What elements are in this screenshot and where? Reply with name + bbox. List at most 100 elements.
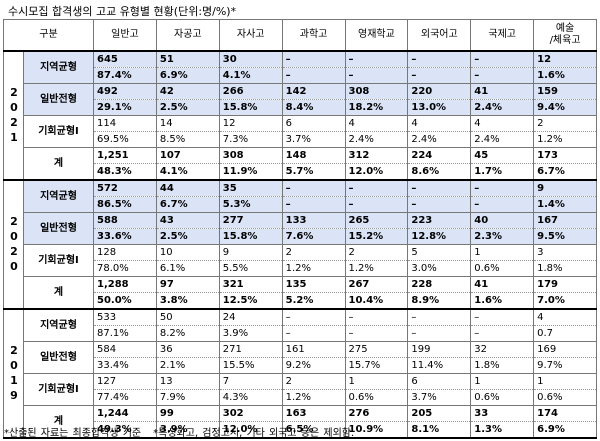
count-cell: – [407, 179, 472, 197]
percent-cell: 87.1% [93, 325, 157, 342]
percent-cell: 3.7% [281, 131, 346, 148]
percent-cell: 8.2% [155, 325, 220, 342]
count-cell: 271 [218, 341, 283, 358]
percent-cell: 5.2% [281, 292, 346, 310]
percent-cell: 8.6% [407, 163, 472, 181]
percent-cell: 4.1% [155, 163, 220, 181]
percent-cell: – [407, 196, 472, 213]
percent-cell: 0.6% [470, 260, 535, 277]
count-cell: 44 [155, 179, 220, 197]
count-cell: 4 [344, 115, 409, 132]
percent-cell: – [407, 325, 472, 342]
count-cell: 275 [344, 341, 409, 358]
count-cell: 267 [344, 276, 409, 293]
count-cell: 12 [533, 50, 597, 68]
row: 49.3% 3.9% 12.0% 6.5% 10.9% 8.1% 1.3% 6.9% [4, 421, 597, 439]
percent-cell: 6.9% [533, 421, 597, 439]
percent-cell: – [470, 67, 535, 84]
percent-cell: 5.5% [218, 260, 283, 277]
row: 일반전형 492 42 266 142 308 220 41 159 [4, 83, 597, 116]
header-cell: 영재학교 [344, 19, 409, 52]
percent-cell: 2.3% [470, 228, 535, 245]
count-cell: 321 [218, 276, 283, 293]
percent-cell: 0.6% [470, 389, 535, 406]
percent-cell: 7.0% [533, 292, 597, 310]
year-group: 2020 지역균형 572 44 35– – – –9 86.5% 6.7% 5.3% – – – –1.4… [3, 179, 597, 310]
percent-cell: 15.8% [218, 228, 283, 245]
percent-cell: 15.5% [218, 357, 283, 374]
row: 2021 지역균형 645 51 30– – – –12 [3, 50, 597, 181]
count-cell: 42 [155, 83, 220, 100]
header-cell: 일반고 [93, 19, 157, 52]
count-cell: 4 [533, 308, 597, 326]
percent-cell: 2.1% [155, 357, 220, 374]
count-cell: 308 [344, 83, 409, 100]
percent-cell: 1.2% [344, 260, 409, 277]
count-cell: 142 [281, 83, 346, 100]
percent-cell: 49.3% [93, 421, 157, 439]
count-cell: 199 [407, 341, 472, 358]
percent-cell: 1.6% [533, 67, 597, 84]
percent-cell: – [470, 325, 535, 342]
percent-cell: 1.2% [281, 389, 346, 406]
row: 2020 지역균형 572 44 35– – – –9 [3, 179, 597, 310]
row: 33.6% 2.5% 15.8% 7.6% 15.2% 12.8% 2.3% 9.5% [4, 228, 597, 245]
category-label: 일반전형 [23, 341, 94, 374]
count-cell: 7 [218, 373, 283, 390]
count-cell: 35 [218, 179, 283, 197]
count-cell: 223 [407, 212, 472, 229]
percent-cell: 4.3% [218, 389, 283, 406]
title: 수시모집 합격생의 고교 유형별 현황(단위:명/%)* [8, 5, 237, 18]
percent-cell: 1.8% [533, 260, 597, 277]
header-cell: 외국어고 [407, 19, 472, 52]
percent-cell: 5.3% [218, 196, 283, 213]
percent-cell: 12.5% [218, 292, 283, 310]
count-cell: – [470, 50, 535, 68]
count-cell: 4 [407, 115, 472, 132]
percent-cell: 7.3% [218, 131, 283, 148]
footnote-item: *특성화고, 검정고시, 기타 외국고 등은 제외함. [153, 428, 355, 439]
percent-cell: 13.0% [407, 99, 472, 116]
count-cell: 6 [407, 373, 472, 390]
count-cell: 30 [218, 50, 283, 68]
category-label: 지역균형 [23, 179, 94, 213]
percent-cell: 2.4% [470, 131, 535, 148]
count-cell: 9 [533, 179, 597, 197]
row: 계 1,244 99 302 163 276 205 33 174 [4, 405, 597, 439]
percent-cell: 50.0% [93, 292, 157, 310]
count-cell: 312 [344, 147, 409, 164]
year-label: 2019 [3, 308, 24, 439]
count-cell: 41 [470, 276, 535, 293]
count-cell: 588 [93, 212, 157, 229]
percent-cell: 48.3% [93, 163, 157, 181]
percent-cell: 87.4% [93, 67, 157, 84]
count-cell: 1,288 [93, 276, 157, 293]
count-cell: – [470, 308, 535, 326]
percent-cell: – [281, 325, 346, 342]
header-cell: 자공고 [155, 19, 220, 52]
percent-cell: 1.8% [470, 357, 535, 374]
count-cell: 533 [93, 308, 157, 326]
percent-cell: 2.4% [407, 131, 472, 148]
header-cell: 예술 /체육고 [533, 19, 597, 52]
percent-cell: 11.9% [218, 163, 283, 181]
percent-cell: 2.5% [155, 99, 220, 116]
header-cell: 과학고 [281, 19, 346, 52]
count-cell: 40 [470, 212, 535, 229]
category-label: 일반전형 [23, 212, 94, 245]
count-cell: 128 [93, 244, 157, 261]
category-label: 기회균형Ⅰ [23, 373, 94, 406]
percent-cell: 6.7% [533, 163, 597, 181]
count-cell: 163 [281, 405, 346, 422]
year-group: 2019 지역균형 533 50 24– – – –4 87.1% 8.2% 3.9% – – – –0.7… [3, 308, 597, 439]
count-cell: 159 [533, 83, 597, 100]
count-cell: 114 [93, 115, 157, 132]
percent-cell: – [344, 196, 409, 213]
count-cell: 1 [470, 244, 535, 261]
category-label: 계 [23, 405, 94, 439]
percent-cell: 12.0% [344, 163, 409, 181]
count-cell: 2 [281, 244, 346, 261]
count-cell: 572 [93, 179, 157, 197]
count-cell: 41 [470, 83, 535, 100]
